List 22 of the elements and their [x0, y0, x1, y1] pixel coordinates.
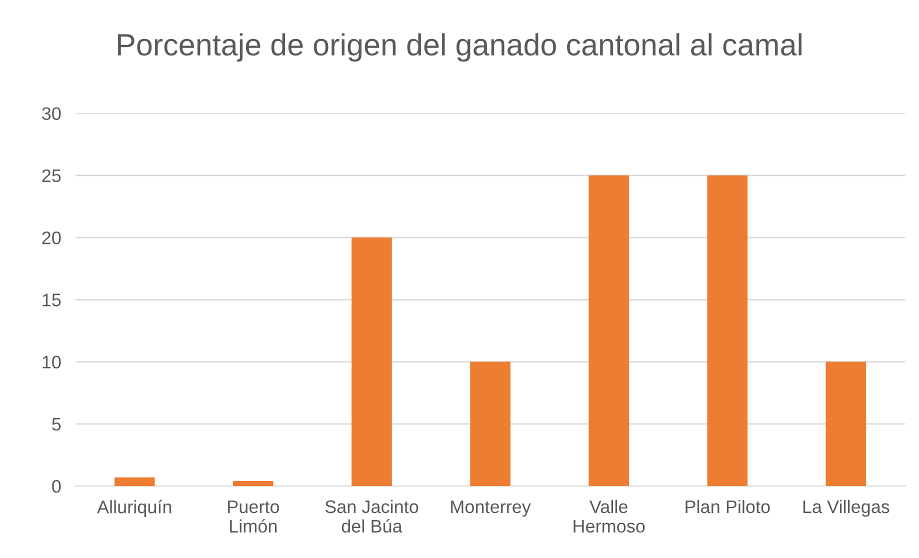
chart-title: Porcentaje de origen del ganado cantonal al camal [118, 33, 802, 62]
bar [707, 175, 748, 486]
x-tick-label: La Villegas [803, 500, 890, 517]
y-tick-label: 0 [52, 480, 61, 493]
y-tick-label: 25 [42, 169, 61, 182]
bar [826, 362, 866, 486]
x-tick-label: Puerto Limón [228, 500, 280, 533]
y-tick-label: 30 [42, 107, 61, 120]
y-tick-label: 20 [42, 231, 61, 244]
y-tick-label: 10 [42, 356, 61, 368]
bar [233, 481, 274, 486]
bar [470, 362, 510, 486]
bar [114, 477, 155, 486]
bar [588, 175, 629, 486]
x-tick-label: Monterrey [451, 500, 531, 517]
x-tick-label: San Jacinto del Búa [325, 500, 418, 533]
bar [352, 238, 392, 486]
x-tick-label: Alluriquín [97, 500, 172, 517]
x-tick-label: Valle Hermoso [574, 500, 645, 533]
y-tick-label: 15 [42, 294, 61, 306]
x-tick-label: Plan Piloto [686, 500, 770, 514]
y-tick-label: 5 [52, 418, 61, 431]
